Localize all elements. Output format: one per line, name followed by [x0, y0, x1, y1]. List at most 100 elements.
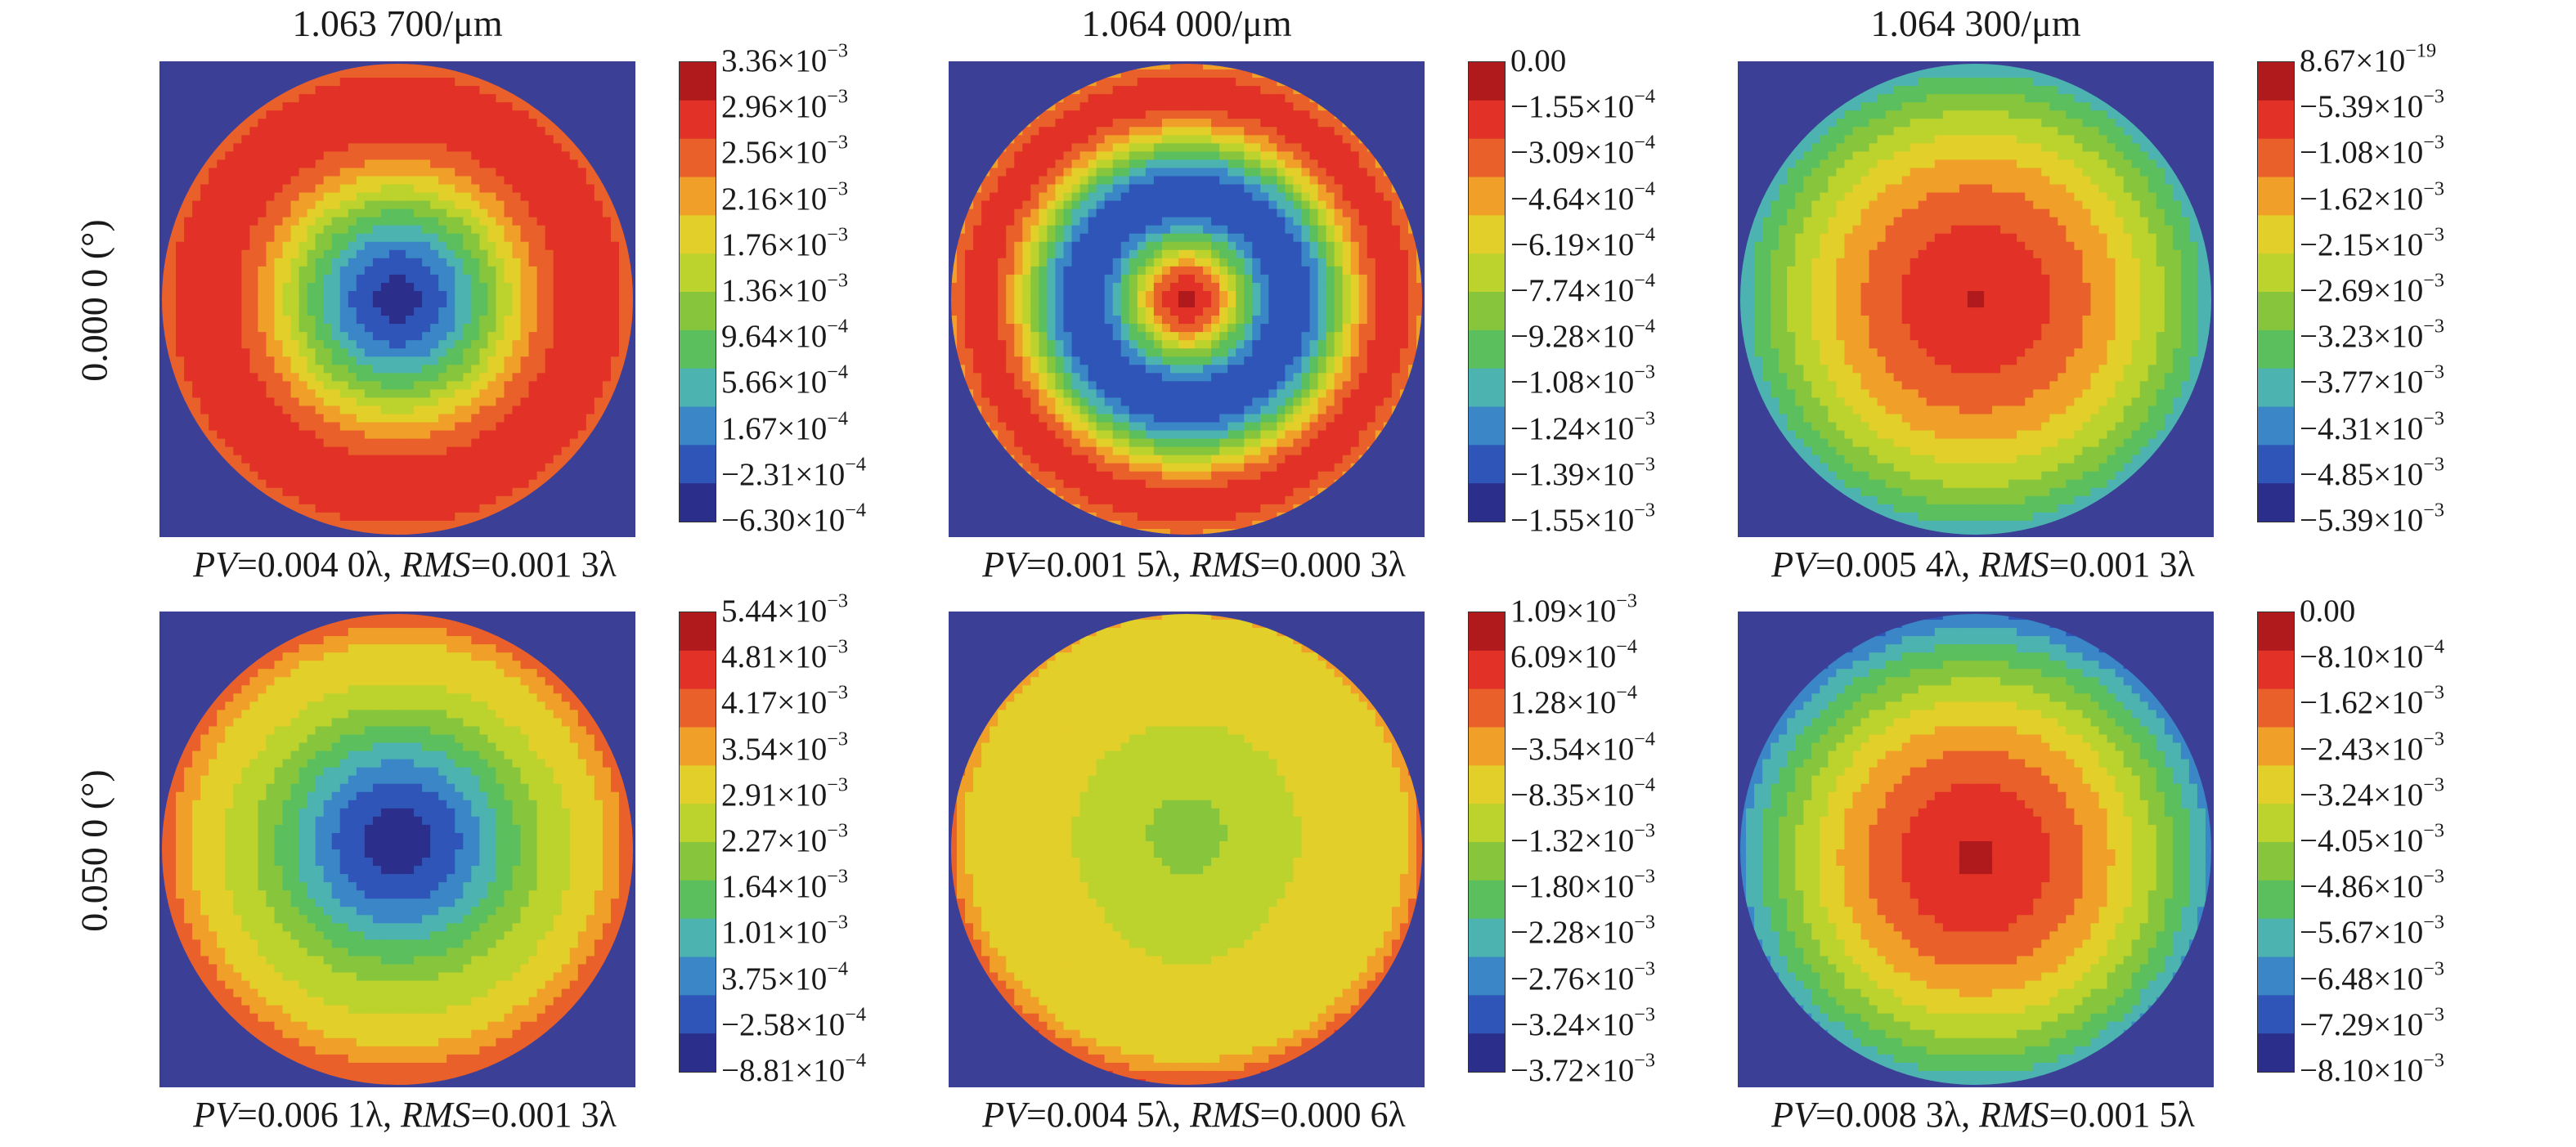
heatmap-cell [463, 422, 472, 432]
heatmap-cell [307, 282, 316, 292]
heatmap-cell [1219, 64, 1228, 70]
heatmap-cell [282, 373, 292, 382]
heatmap-cell [241, 217, 250, 226]
heatmap-cell [1399, 324, 1409, 333]
heatmap-cell [282, 94, 292, 103]
heatmap-cell [282, 192, 292, 202]
heatmap-cell [471, 94, 480, 103]
heatmap-cell [388, 94, 398, 103]
heatmap-cell [1367, 274, 1376, 284]
heatmap-cell [1252, 332, 1261, 341]
heatmap-cell [957, 282, 966, 292]
heatmap-cell [618, 324, 628, 333]
heatmap-cell [209, 184, 218, 194]
heatmap-cell [1169, 135, 1179, 144]
heatmap-cell [1358, 405, 1368, 415]
heatmap-cell [471, 225, 480, 235]
heatmap-cell [348, 356, 357, 365]
heatmap-cell [1120, 258, 1130, 267]
heatmap-cell [981, 290, 990, 300]
heatmap-cell [973, 373, 982, 382]
heatmap-cell [1252, 184, 1261, 194]
heatmap-cell [1022, 266, 1031, 276]
heatmap-cell [1293, 274, 1303, 284]
heatmap-cell [233, 356, 242, 365]
heatmap-cell [463, 455, 472, 464]
heatmap-cell [586, 282, 595, 292]
heatmap-cell [380, 479, 390, 489]
heatmap-cell [1178, 356, 1187, 365]
heatmap-cell [1358, 241, 1368, 251]
heatmap-cell [496, 397, 505, 407]
heatmap-cell [512, 438, 522, 448]
heatmap-cell [512, 176, 522, 186]
heatmap-cell [1367, 168, 1376, 177]
heatmap-cell [1137, 94, 1147, 103]
heatmap-cell [323, 217, 333, 226]
heatmap-cell [397, 414, 406, 423]
heatmap-cell [430, 455, 439, 464]
heatmap-cell [1055, 348, 1065, 357]
heatmap-cell [1293, 135, 1303, 144]
heatmap-cell [1047, 135, 1057, 144]
heatmap-cell [496, 504, 505, 513]
heatmap-cell [1219, 110, 1228, 119]
heatmap-cell [266, 110, 276, 119]
heatmap-cell [290, 241, 300, 251]
heatmap-cell [430, 110, 439, 119]
heatmap-cell [176, 282, 185, 292]
heatmap-cell [602, 225, 612, 235]
heatmap-cell [298, 455, 308, 464]
heatmap-cell [274, 135, 284, 144]
heatmap-cell [1358, 258, 1368, 267]
heatmap-cell [1195, 266, 1204, 276]
heatmap-cell [1277, 389, 1286, 399]
heatmap-cell [1120, 135, 1130, 144]
heatmap-cell [339, 348, 349, 357]
heatmap-cell [1047, 356, 1057, 365]
heatmap-cell [536, 414, 546, 423]
heatmap-cell [1252, 274, 1261, 284]
heatmap-cell [569, 356, 579, 365]
heatmap-cell [282, 119, 292, 128]
heatmap-cell [1252, 192, 1261, 202]
heatmap-cell [1039, 143, 1048, 152]
heatmap-cell [192, 397, 201, 407]
heatmap-cell [1342, 258, 1352, 267]
heatmap-cell [249, 290, 259, 300]
heatmap-cell [512, 430, 522, 440]
heatmap-cell [1301, 127, 1311, 136]
colorbar [679, 61, 716, 522]
heatmap-cell [274, 397, 284, 407]
heatmap-cell [1022, 168, 1031, 177]
heatmap-cell [414, 290, 423, 300]
heatmap-cell [1285, 274, 1295, 284]
heatmap-cell [406, 381, 415, 390]
heatmap-cell [1030, 192, 1039, 202]
heatmap-cell [479, 249, 488, 259]
heatmap-cell [577, 282, 587, 292]
heatmap-cell [561, 446, 571, 456]
heatmap-cell [430, 184, 439, 194]
heatmap-cell [561, 373, 571, 382]
heatmap-cell [241, 127, 250, 136]
heatmap-cell [990, 176, 999, 186]
heatmap-cell [520, 430, 530, 440]
heatmap-cell [307, 78, 316, 87]
heatmap-cell [1145, 332, 1155, 341]
heatmap-cell [348, 373, 357, 382]
heatmap-cell [1277, 151, 1286, 161]
heatmap-cell [1145, 373, 1155, 382]
heatmap-cell [1203, 307, 1212, 316]
heatmap-cell [528, 119, 538, 128]
heatmap-cell [1268, 324, 1277, 333]
heatmap-cell [422, 512, 431, 522]
heatmap-cell [364, 127, 374, 136]
heatmap-cell [1022, 241, 1031, 251]
heatmap-cell [1039, 225, 1048, 235]
heatmap-cell [1227, 176, 1236, 186]
heatmap-cell [1268, 119, 1277, 128]
heatmap-cell [1317, 389, 1327, 399]
heatmap-cell [487, 430, 497, 440]
heatmap-cell [364, 471, 374, 481]
